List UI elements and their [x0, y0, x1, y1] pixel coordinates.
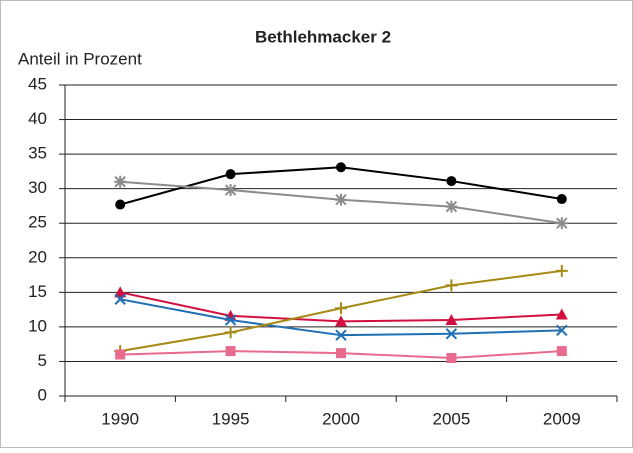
point — [446, 352, 457, 363]
y-tick-label: 20 — [28, 247, 47, 266]
y-tick-label: 15 — [28, 282, 47, 301]
point — [335, 302, 347, 315]
y-tick-label: 0 — [38, 385, 47, 404]
x-tick-label: 2005 — [432, 409, 470, 428]
point — [445, 279, 458, 292]
point — [556, 346, 567, 357]
y-axis-label: Anteil in Prozent — [18, 49, 142, 68]
y-tick-label: 40 — [28, 109, 47, 128]
point — [224, 326, 237, 339]
y-tick-label: 35 — [28, 144, 47, 163]
chart-title: Bethlehmacker 2 — [255, 27, 391, 46]
point — [335, 193, 347, 206]
y-tick-label: 10 — [28, 316, 47, 335]
y-tick-label: 30 — [28, 178, 47, 197]
point — [446, 176, 457, 187]
point — [336, 348, 346, 359]
point — [225, 169, 236, 180]
point — [445, 200, 458, 213]
y-tick-label: 45 — [28, 74, 47, 93]
point — [225, 346, 236, 357]
point — [114, 175, 127, 188]
point — [555, 264, 568, 277]
y-tick-label: 5 — [38, 351, 47, 370]
point — [336, 162, 346, 173]
point — [224, 184, 237, 197]
point — [224, 314, 237, 326]
point — [115, 199, 126, 210]
point — [114, 286, 127, 298]
x-tick-label: 2009 — [543, 409, 581, 428]
point — [335, 329, 347, 341]
point — [445, 313, 458, 325]
point — [555, 308, 568, 320]
x-tick-label: 1990 — [101, 409, 139, 428]
y-tick-label: 25 — [28, 213, 47, 232]
x-tick-label: 2000 — [322, 409, 360, 428]
point — [114, 293, 126, 305]
point — [115, 349, 126, 360]
point — [556, 194, 567, 205]
point — [335, 315, 347, 327]
x-tick-label: 1995 — [212, 409, 250, 428]
point — [555, 217, 568, 230]
point — [445, 328, 458, 340]
point — [556, 324, 568, 337]
